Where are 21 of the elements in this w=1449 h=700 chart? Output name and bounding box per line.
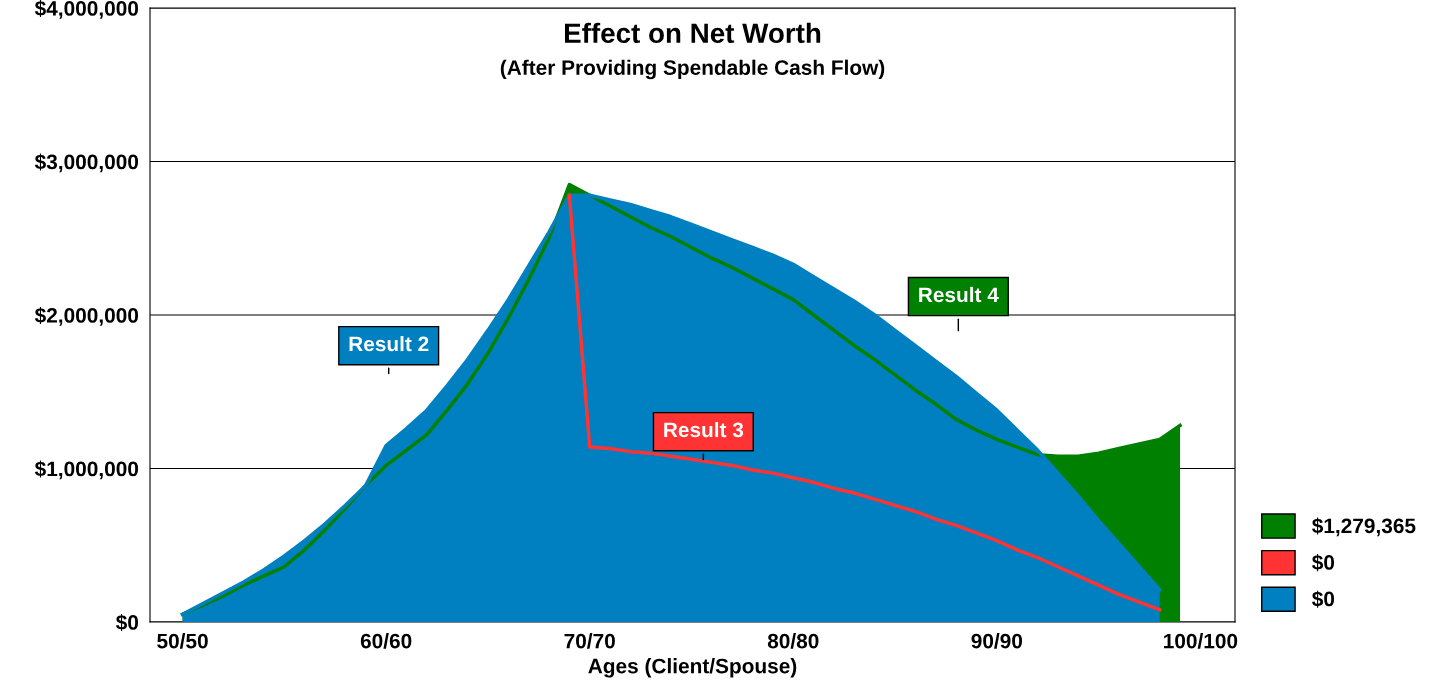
annotation: Result 2 bbox=[349, 335, 429, 352]
annotation: Result 3 bbox=[664, 421, 744, 438]
chart-title: Effect on Net Worth bbox=[564, 22, 821, 44]
line-series bbox=[567, 193, 1162, 612]
x-axis-title: Ages (Client/Spouse) bbox=[588, 658, 797, 678]
y-tick-label: $0 bbox=[115, 614, 139, 632]
y-tick-label: $2,000,000 bbox=[34, 307, 139, 326]
legend-label: $1,279,365 bbox=[1312, 517, 1416, 537]
text: (After Providing Spendable Cash Flow) bbox=[500, 59, 885, 80]
annotation: Result 4 bbox=[919, 286, 999, 303]
x-tick-label: 80/80 bbox=[767, 633, 819, 649]
legend-label: $0 bbox=[1312, 554, 1335, 572]
y-tick-label: $1,000,000 bbox=[34, 460, 139, 480]
legend-label: $0 bbox=[1312, 590, 1335, 608]
x-tick-label: 70/70 bbox=[564, 633, 615, 649]
x-tick-label: 50/50 bbox=[157, 633, 208, 649]
y-tick-label: $3,000,000 bbox=[34, 153, 139, 173]
x-tick-label: 100/100 bbox=[1164, 633, 1238, 649]
x-tick-label: 90/90 bbox=[971, 633, 1023, 649]
y-tick-label: $4,000,000 bbox=[34, 0, 139, 19]
x-tick-label: 60/60 bbox=[360, 633, 412, 649]
